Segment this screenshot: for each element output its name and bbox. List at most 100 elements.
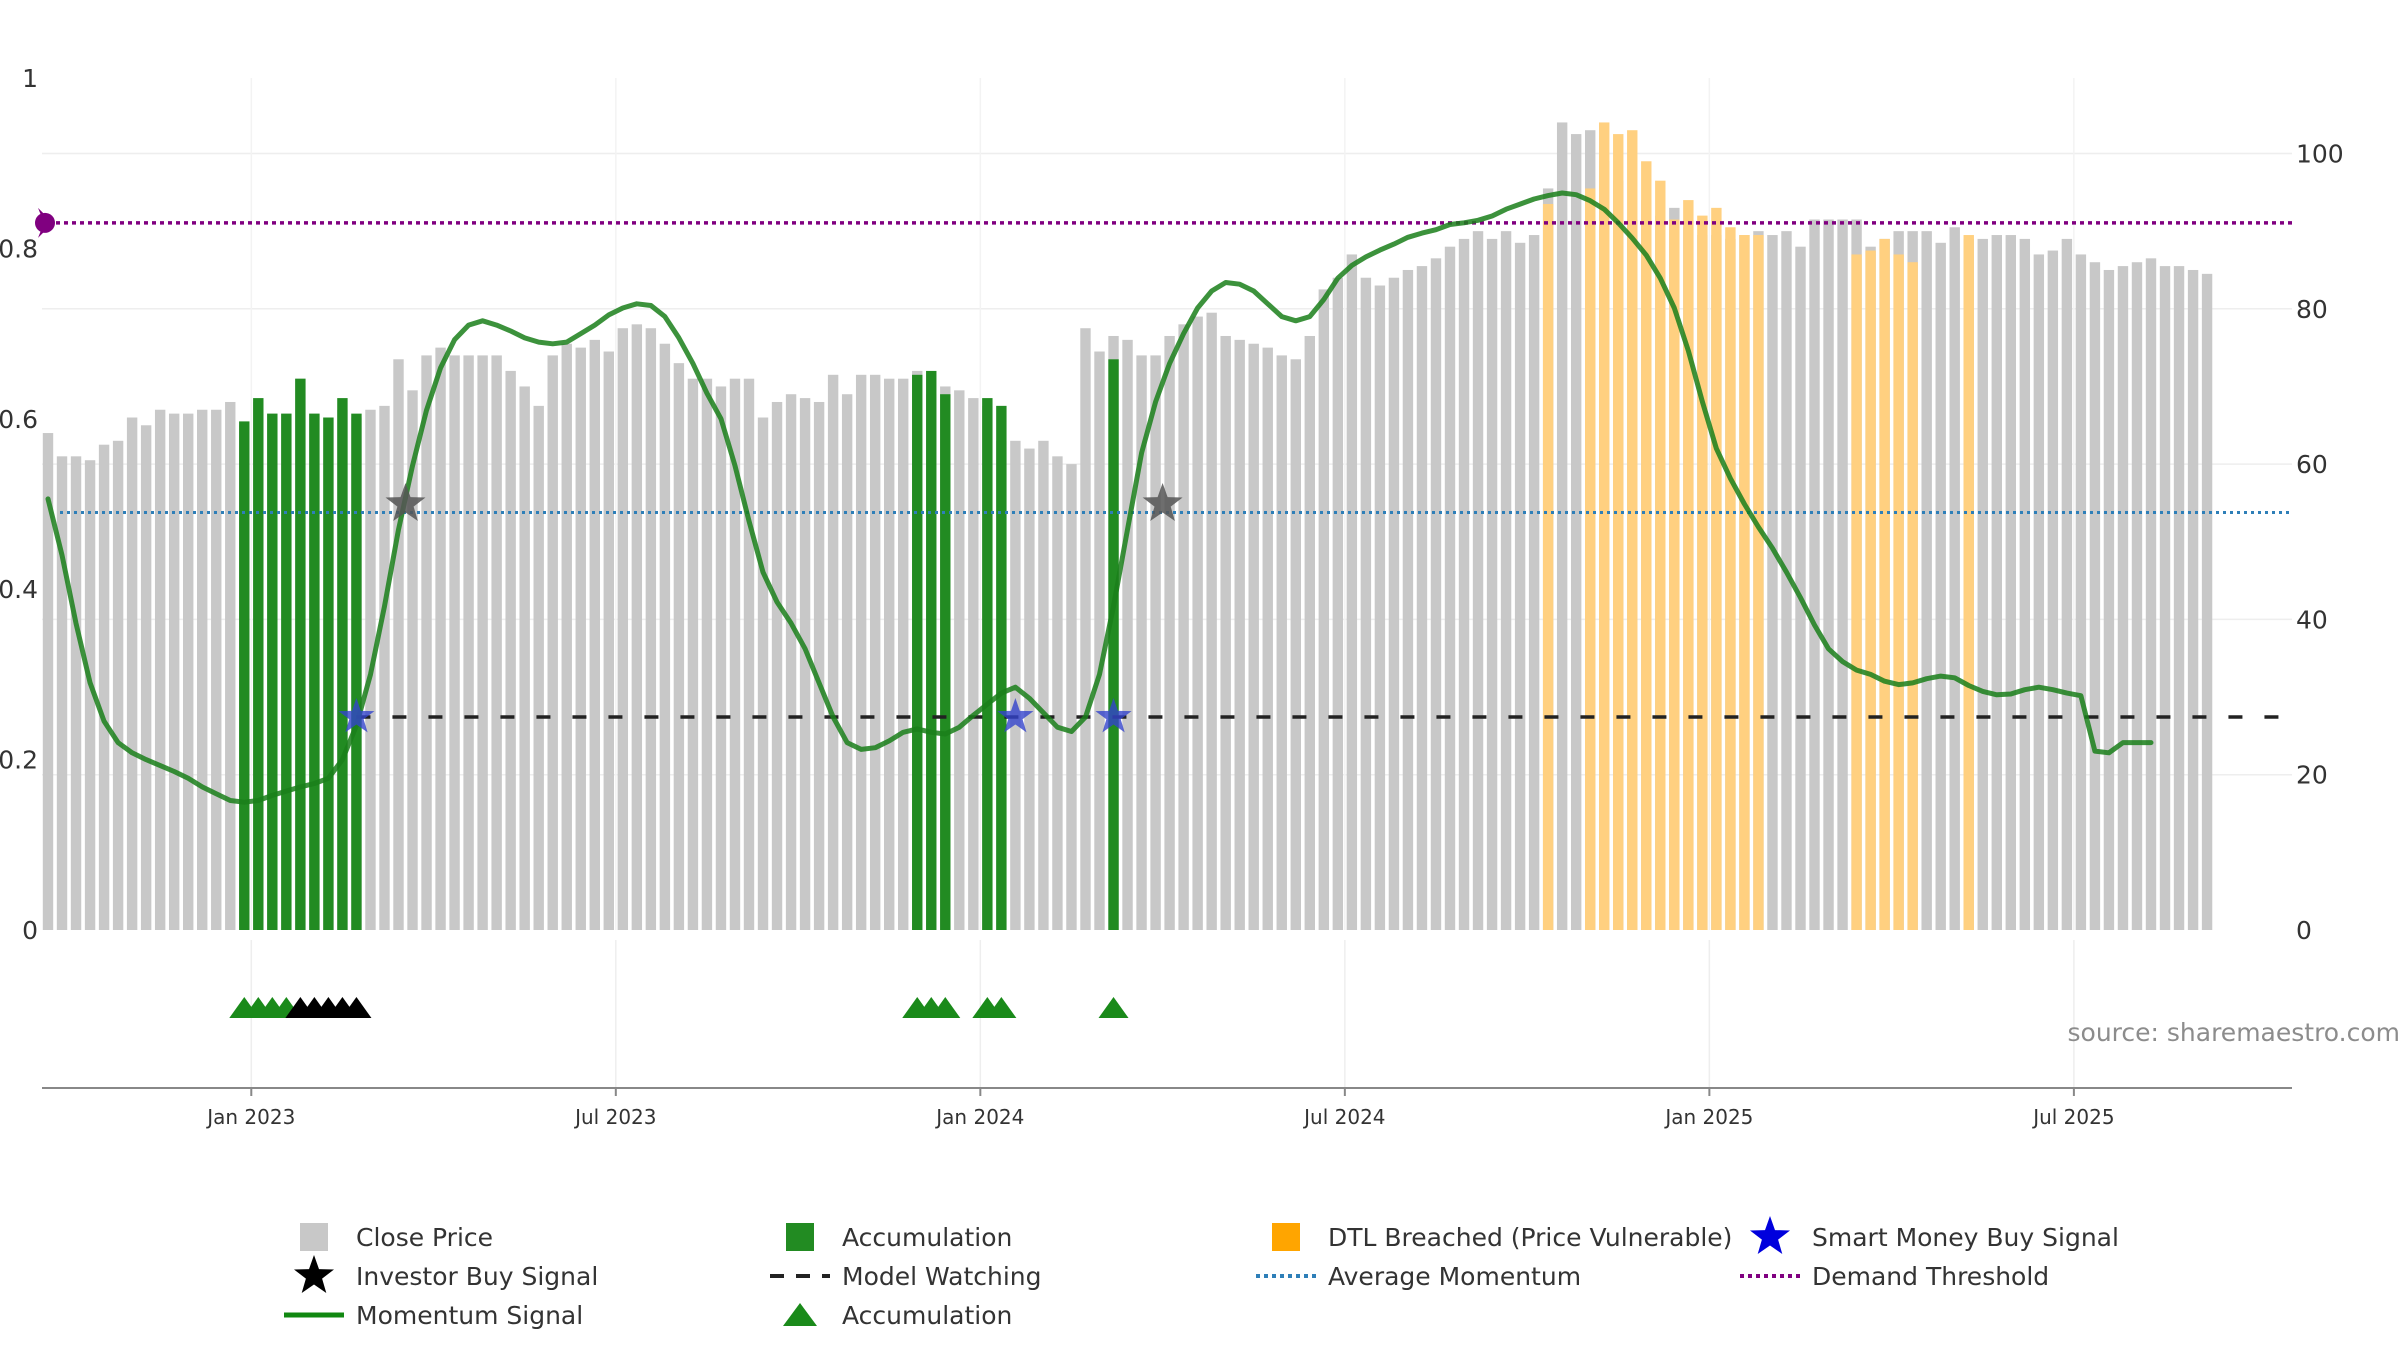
legend-swatch-dtl (1272, 1223, 1300, 1251)
close-price-bar (1066, 464, 1077, 930)
close-price-bar (1486, 238, 1498, 931)
dtl-breached-bar (1627, 130, 1638, 930)
close-price-bar (617, 328, 629, 930)
dtl-breached-bar (1585, 188, 1596, 930)
left-axis-tick-label: 0 (22, 916, 38, 945)
close-price-bar (1388, 277, 1400, 930)
close-price-bar (1935, 242, 1946, 931)
close-price-bar (491, 355, 502, 930)
legend-label: Close Price (356, 1223, 493, 1252)
close-price-bar (477, 355, 488, 930)
close-price-bar (1991, 235, 2002, 931)
legend-swatch-close (300, 1223, 328, 1251)
axis-layer: Jan 2023 Jul 2023 Jan 2024 Jul 2024 Jan 2025… (0, 64, 2344, 1129)
close-price-bar (799, 398, 811, 930)
legend-label: Demand Threshold (1812, 1262, 2049, 1291)
close-price-bar (1038, 440, 1049, 930)
close-price-bar (1178, 324, 1189, 931)
dtl-breached-bar (1641, 161, 1652, 930)
legend-star-blue-icon (1750, 1216, 1790, 1254)
close-price-bar (729, 378, 741, 930)
dtl-breached-bar (1542, 203, 1554, 930)
close-price-bar (435, 347, 446, 930)
legend-item: Accumulation (786, 1223, 1012, 1252)
close-price-bar (1416, 266, 1428, 930)
dtl-breached-bar (1655, 180, 1666, 931)
close-price-bar (898, 378, 909, 930)
close-price-bar (645, 328, 657, 930)
accumulation-triangle (986, 997, 1017, 1018)
close-price-bar (1360, 277, 1372, 930)
close-price-bar (225, 401, 236, 931)
close-price-bar (463, 355, 474, 930)
close-price-bar (154, 409, 166, 930)
dtl-breached-bar (1683, 200, 1694, 931)
legend-item: DTL Breached (Price Vulnerable) (1272, 1223, 1732, 1252)
close-price-bar (211, 409, 222, 930)
close-price-bar (2033, 254, 2045, 930)
dtl-breached-bar (1963, 235, 1974, 931)
right-axis-tick-label: 40 (2296, 605, 2328, 634)
close-price-bar (1220, 335, 1231, 930)
close-price-bar (1949, 227, 1960, 930)
dtl-breached-bar (1711, 207, 1722, 931)
close-price-bar (1262, 347, 1273, 930)
close-price-bar (533, 405, 544, 930)
close-price-bar (855, 374, 867, 930)
source-label: source: sharemaestro.com (2068, 1018, 2400, 1047)
dtl-breached-bar (1669, 219, 1680, 930)
close-price-bar (449, 355, 460, 930)
legend-star-black-icon (294, 1255, 334, 1293)
close-price-bar (603, 351, 614, 930)
close-price-bar (1472, 231, 1484, 930)
close-price-bar (1402, 269, 1414, 931)
close-price-bar (42, 433, 54, 930)
close-price-bar (1458, 238, 1470, 931)
legend-label: Smart Money Buy Signal (1812, 1223, 2119, 1252)
close-price-bar (1304, 335, 1315, 930)
x-tick-label: Jan 2023 (205, 1105, 295, 1129)
close-price-bar (56, 456, 68, 930)
close-price-bar (2075, 254, 2087, 930)
x-tick-label: Jan 2025 (1663, 1105, 1753, 1129)
right-axis-tick-label: 100 (2296, 140, 2344, 169)
legend-label: Model Watching (842, 1262, 1042, 1291)
close-price-bar (2201, 273, 2213, 930)
close-price-bar (2019, 238, 2031, 931)
reference-lines (35, 207, 2292, 719)
close-price-bar (197, 409, 208, 930)
legend-swatch-accumulation (786, 1223, 814, 1251)
dtl-breached-bar (1865, 250, 1876, 930)
close-price-bar (1136, 355, 1147, 930)
left-axis-tick-label: 0.2 (0, 746, 38, 775)
close-price-bar (715, 386, 727, 930)
close-price-bar (168, 413, 180, 930)
close-price-bar (1837, 219, 1848, 930)
close-price-bar (2187, 269, 2199, 931)
demand-threshold-marker-dot (35, 212, 55, 233)
accumulation-triangle (1098, 997, 1129, 1018)
close-price-bar (1767, 235, 1778, 931)
legend-label: DTL Breached (Price Vulnerable) (1328, 1223, 1732, 1252)
legend-item: Demand Threshold (1740, 1262, 2049, 1291)
close-price-bar (1080, 328, 1091, 930)
bar-layer (42, 122, 2213, 931)
left-axis-tick-label: 0.4 (0, 575, 38, 604)
close-price-bar (1122, 339, 1133, 930)
close-price-bar (2089, 262, 2101, 931)
close-price-bar (112, 440, 124, 930)
accumulation-bar (351, 413, 362, 930)
left-axis-tick-label: 0.6 (0, 405, 38, 434)
dtl-breached-bar (1907, 262, 1918, 931)
legend-item: Average Momentum (1256, 1262, 1581, 1291)
close-price-bar (561, 343, 572, 930)
close-price-bar (1318, 289, 1330, 930)
momentum-signal-line (45, 190, 2154, 805)
accumulation-bar (267, 413, 278, 930)
close-price-bar (1556, 122, 1568, 930)
accumulation-triangle (930, 997, 961, 1018)
dtl-breached-bar (1893, 254, 1904, 930)
smart-money-star (1095, 698, 1132, 733)
